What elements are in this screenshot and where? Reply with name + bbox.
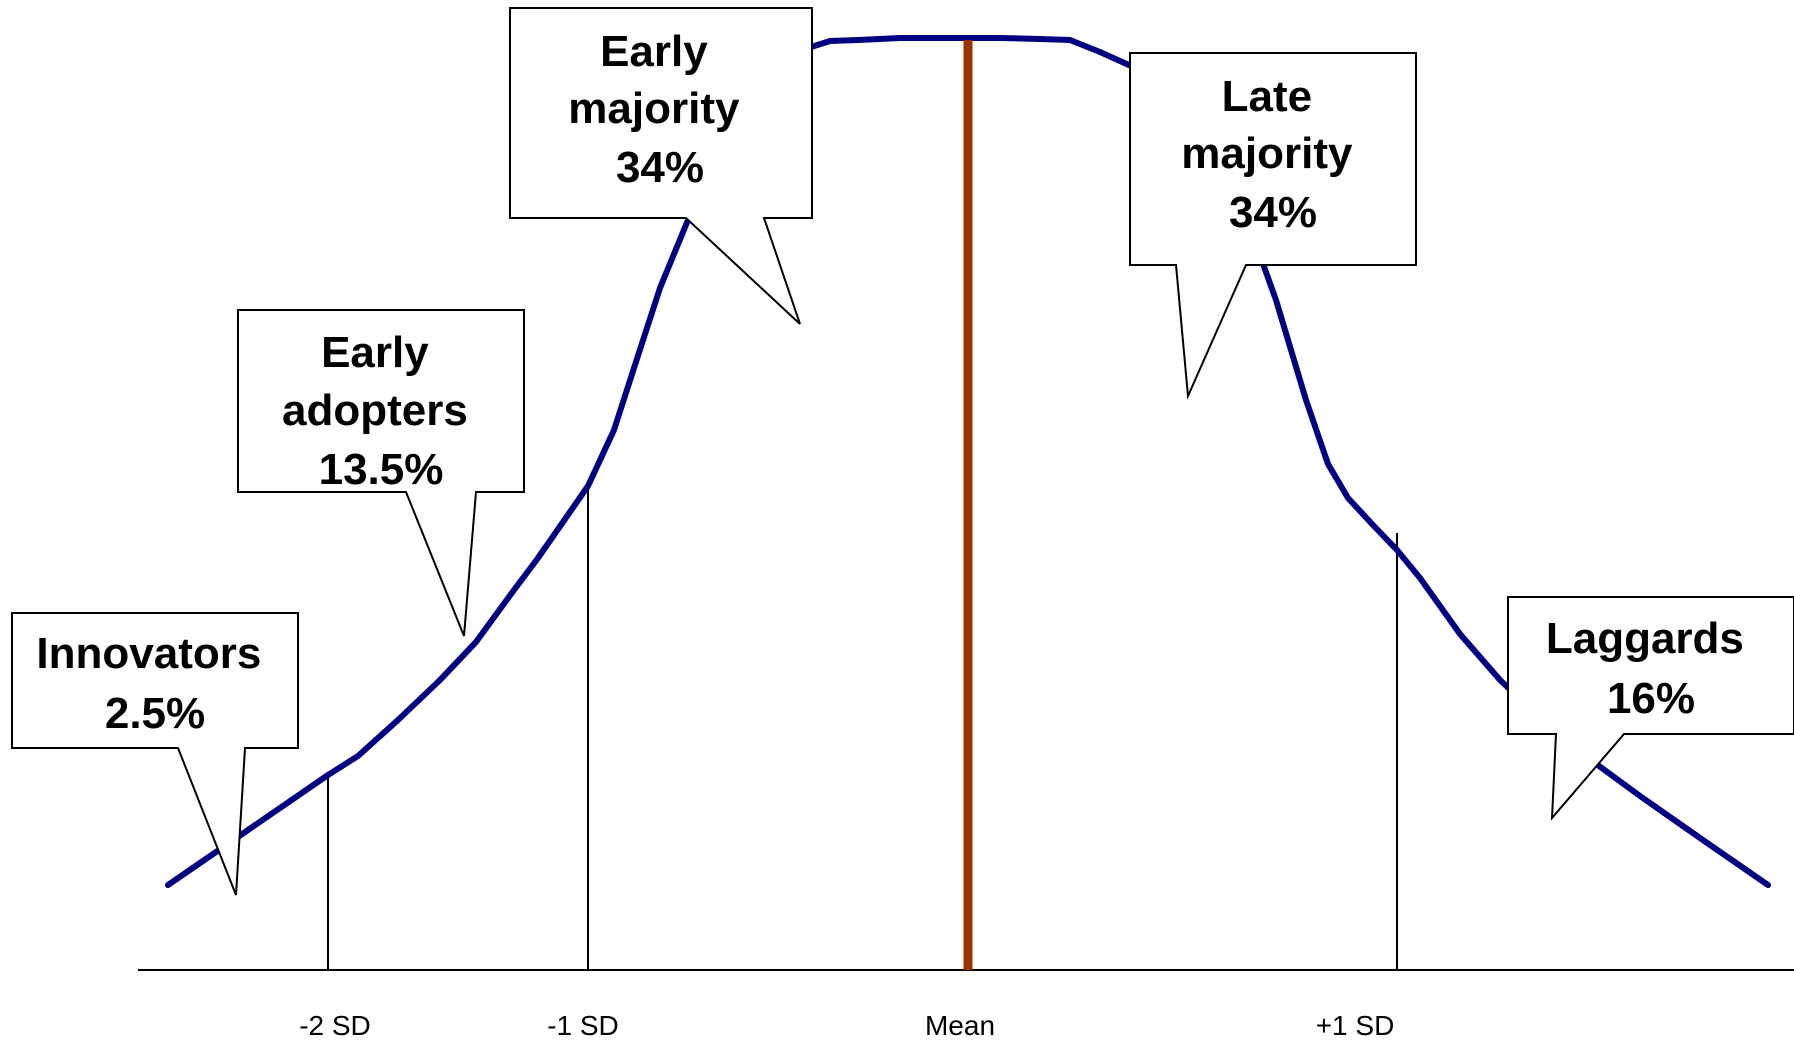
callout-late-majority-line-3: 34%	[1229, 188, 1317, 237]
callout-early-majority-line-2: majority	[568, 84, 740, 133]
axis-label-plus-1-sd: +1 SD	[1316, 1010, 1395, 1041]
callout-early-adopters-box	[237, 309, 525, 637]
callout-late-majority: Late majority 34%	[1129, 52, 1417, 400]
callout-early-majority-box	[509, 7, 813, 325]
callout-innovators-line-1: Innovators	[36, 629, 261, 678]
axis-label-minus-1-sd: -1 SD	[547, 1010, 619, 1041]
axis-label-mean: Mean	[925, 1010, 995, 1041]
svg-text:Innovators 2.5%: Innovators 2.5%	[36, 629, 273, 738]
callout-early-majority-line-1: Early	[600, 27, 708, 76]
callout-laggards: Laggards 16%	[1507, 596, 1794, 821]
callout-early-adopters: Early adopters 13.5%	[237, 309, 525, 637]
callout-early-adopters-line-1: Early	[321, 328, 429, 377]
callout-laggards-box	[1507, 596, 1794, 821]
callout-early-majority-line-3: 34%	[616, 143, 704, 192]
callout-late-majority-box	[1129, 52, 1417, 400]
callout-early-majority: Early majority 34%	[509, 7, 813, 325]
axis-label-minus-2-sd: -2 SD	[299, 1010, 371, 1041]
callout-early-adopters-line-2: adopters	[282, 386, 468, 435]
callout-laggards-line-2: 16%	[1607, 674, 1695, 723]
callout-innovators-line-2: 2.5%	[105, 689, 205, 738]
callout-late-majority-line-2: majority	[1181, 129, 1353, 178]
callout-innovators-box	[11, 612, 299, 896]
callout-early-adopters-line-3: 13.5%	[319, 445, 444, 494]
svg-text:Early majority 34%: Early majority 34%	[568, 27, 751, 192]
adoption-curve	[165, 35, 1771, 888]
svg-text:Early adopters 13.: Early adopters 13.5%	[282, 328, 480, 494]
callout-innovators: Innovators 2.5%	[11, 612, 299, 896]
svg-text:Laggards 16%: Laggards 16%	[1546, 614, 1756, 723]
callout-laggards-line-1: Laggards	[1546, 614, 1744, 663]
callout-late-majority-line-1: Late	[1222, 72, 1312, 121]
svg-text:Late majority 34%: Late majority 34%	[1181, 72, 1364, 237]
